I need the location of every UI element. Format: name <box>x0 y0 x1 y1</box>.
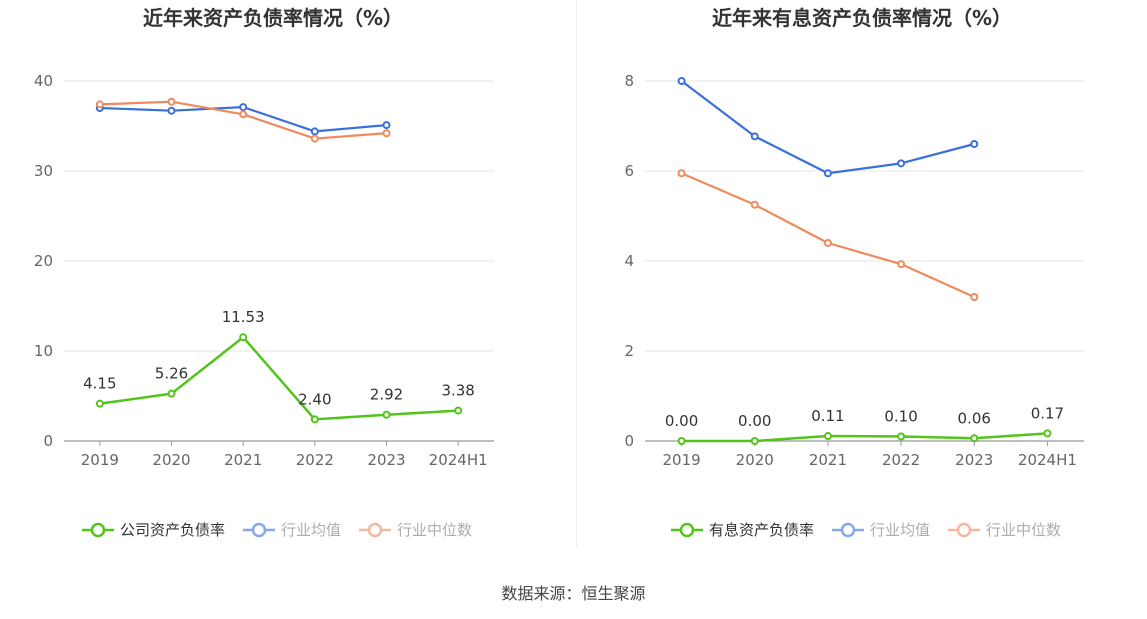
data-point-company <box>677 437 686 445</box>
data-point-median <box>310 134 319 143</box>
data-point-company <box>750 437 759 445</box>
series-line-median <box>681 172 975 299</box>
data-source-note: 数据来源：恒生聚源 <box>501 584 646 603</box>
legend-item-median: 行业中位数 <box>359 521 472 539</box>
data-point-avg <box>750 132 759 141</box>
chart-panel-2: 近年来有息资产负债率情况（%） 0 2 4 6 8 2019 2020 2021 2022 2023… <box>624 6 1084 539</box>
legend-marker <box>956 522 972 538</box>
data-point-median <box>382 129 391 138</box>
x-tick-label: 2020 <box>152 451 190 469</box>
series-line-company <box>681 432 1048 443</box>
data-label: 0.10 <box>884 408 917 426</box>
y-tick-label: 0 <box>624 432 634 450</box>
x-tick-label: 2023 <box>367 451 405 469</box>
legend-label: 有息资产负债率 <box>709 521 814 539</box>
y-tick-label: 0 <box>43 432 53 450</box>
y-tick-label: 8 <box>624 72 634 90</box>
x-tick-label: 2021 <box>809 451 847 469</box>
data-label: 0.00 <box>738 412 771 430</box>
data-point-company <box>897 432 906 441</box>
x-tick-label: 2022 <box>882 451 920 469</box>
legend-label: 行业均值 <box>281 521 341 539</box>
series-line-avg <box>680 80 975 175</box>
x-tick-label: 2024H1 <box>1018 451 1077 469</box>
legend-item-company: 有息资产负债率 <box>671 521 814 539</box>
data-label: 0.00 <box>665 412 698 430</box>
legend-label: 行业中位数 <box>986 521 1061 539</box>
data-point-company <box>1043 429 1052 438</box>
data-point-median <box>897 260 906 269</box>
legend-item-avg: 行业均值 <box>832 521 930 539</box>
y-tick-label: 6 <box>624 162 634 180</box>
data-point-company <box>823 432 832 441</box>
legend-label: 行业均值 <box>870 521 930 539</box>
data-point-avg <box>823 169 832 178</box>
data-label: 2.92 <box>370 386 403 404</box>
y-tick-label: 10 <box>34 342 53 360</box>
data-point-company <box>167 389 176 398</box>
x-tick-label: 2023 <box>955 451 993 469</box>
panel-divider <box>576 0 577 548</box>
y-tick-label: 4 <box>624 252 634 270</box>
legend-marker <box>367 522 383 538</box>
series-line-company <box>99 335 459 421</box>
data-point-median <box>95 100 104 109</box>
data-label: 0.06 <box>958 409 991 427</box>
data-label: 11.53 <box>222 308 265 326</box>
data-point-company <box>95 399 104 408</box>
data-point-company <box>382 410 391 419</box>
chart-title: 近年来资产负债率情况（%） <box>143 6 403 30</box>
data-point-median <box>970 293 979 301</box>
data-point-median <box>167 97 176 106</box>
data-point-avg <box>970 140 979 148</box>
data-point-company <box>239 333 248 342</box>
data-point-avg <box>310 127 319 136</box>
data-label: 3.38 <box>441 382 474 400</box>
y-tick-label: 30 <box>34 162 53 180</box>
data-point-company <box>310 415 319 424</box>
chart-title: 近年来有息资产负债率情况（%） <box>712 6 1012 30</box>
data-point-median <box>823 239 832 247</box>
x-tick-label: 2019 <box>81 451 119 469</box>
x-tick-label: 2021 <box>224 451 262 469</box>
data-point-company <box>454 406 463 415</box>
x-tick-label: 2024H1 <box>429 451 488 469</box>
x-tick-label: 2019 <box>662 451 700 469</box>
data-label: 4.15 <box>83 375 116 393</box>
data-point-median <box>677 169 686 178</box>
legend-marker <box>840 522 856 538</box>
data-point-avg <box>167 106 176 115</box>
data-point-median <box>239 110 248 119</box>
legend-label: 公司资产负债率 <box>120 521 225 539</box>
x-tick-label: 2022 <box>296 451 334 469</box>
legend-label: 行业中位数 <box>397 521 472 539</box>
data-label: 2.40 <box>298 390 331 408</box>
data-point-avg <box>897 159 906 168</box>
legend-marker <box>679 522 695 538</box>
y-tick-label: 40 <box>34 72 53 90</box>
y-tick-label: 20 <box>34 252 53 270</box>
data-point-median <box>750 200 759 209</box>
legend-item-median: 行业中位数 <box>948 521 1061 539</box>
data-label: 5.26 <box>155 365 188 383</box>
x-tick-label: 2020 <box>736 451 774 469</box>
legend-item-avg: 行业均值 <box>243 521 341 539</box>
legend-marker <box>251 522 267 538</box>
data-label: 0.17 <box>1031 404 1064 422</box>
data-label: 0.11 <box>811 407 844 425</box>
data-point-avg <box>239 103 248 112</box>
data-point-avg <box>382 121 391 130</box>
chart-panel-1: 近年来资产负债率情况（%） 0 10 20 30 40 2019 2020 2021 2022 20… <box>34 6 494 539</box>
data-point-company <box>970 434 979 443</box>
y-tick-label: 2 <box>624 342 634 360</box>
legend-item-company: 公司资产负债率 <box>82 521 225 539</box>
legend-marker <box>90 522 106 538</box>
data-point-avg <box>677 77 686 85</box>
